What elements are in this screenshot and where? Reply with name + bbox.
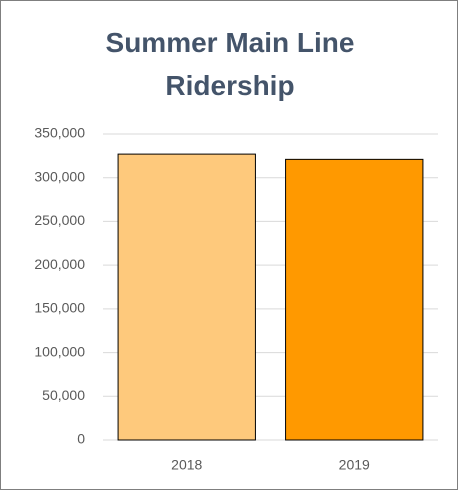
y-tick-label: 200,000 — [34, 256, 85, 272]
x-tick-label: 2018 — [171, 457, 202, 473]
bar — [117, 153, 256, 441]
y-tick-label: 50,000 — [42, 387, 85, 403]
y-tick-label: 100,000 — [34, 343, 85, 359]
y-tick-label: 150,000 — [34, 300, 85, 316]
chart-title: Summer Main Line Ridership — [105, 27, 355, 101]
y-tick-label: 0 — [77, 431, 85, 447]
y-tick-label: 350,000 — [34, 125, 85, 141]
bar — [285, 158, 424, 441]
y-tick-label: 300,000 — [34, 168, 85, 184]
y-tick-label: 250,000 — [34, 212, 85, 228]
x-tick-label: 2019 — [339, 457, 370, 473]
